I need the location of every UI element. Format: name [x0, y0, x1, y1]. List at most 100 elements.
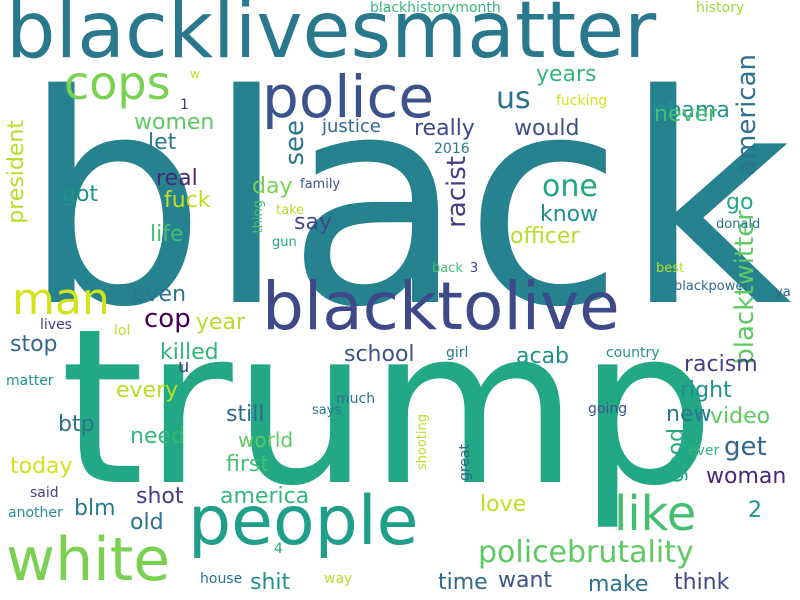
word-like: like — [614, 486, 697, 542]
word-one: one — [542, 169, 598, 204]
word-killed: killed — [160, 340, 219, 365]
word-years: years — [536, 62, 597, 87]
word-going: going — [588, 401, 628, 417]
word-man: man — [12, 274, 110, 325]
word-shot: shot — [136, 484, 184, 509]
word-first: first — [226, 452, 269, 477]
word-people: people — [188, 482, 419, 561]
word-trump: trump — [60, 282, 715, 533]
word-blm: blm — [74, 496, 116, 521]
word-3: 3 — [470, 261, 479, 276]
word-btp: btp — [58, 412, 95, 437]
word-old: old — [130, 510, 164, 535]
word-cop: cop — [144, 304, 191, 334]
word-shooting: shooting — [415, 414, 430, 471]
word-see: see — [280, 120, 310, 166]
word-got: got — [62, 182, 99, 207]
word-black: black — [22, 34, 792, 371]
word-lol: lol — [114, 323, 131, 339]
word-take: take — [276, 203, 305, 218]
word-shit: shit — [250, 570, 291, 595]
word-history: history — [696, 0, 745, 16]
word-acab: acab — [516, 344, 570, 369]
word-gun: gun — [272, 235, 297, 250]
word-policebrutality: policebrutality — [478, 535, 694, 570]
word-house: house — [200, 571, 243, 587]
word-video: video — [710, 404, 771, 429]
word-ever: ever — [688, 443, 720, 459]
word-lives: lives — [40, 317, 72, 333]
word-today: today — [10, 454, 73, 479]
word-said: said — [30, 485, 59, 501]
word-obama: obama — [654, 98, 730, 123]
word-cops: cops — [64, 56, 171, 110]
word-real: real — [156, 166, 198, 191]
word-blacklivesmatter: blacklivesmatter — [6, 0, 657, 76]
word-1: 1 — [180, 97, 189, 113]
word-great: great — [457, 444, 473, 482]
word-thing: thing — [251, 200, 266, 234]
word-racism: racism — [684, 352, 758, 377]
word-really: really — [414, 116, 475, 141]
word-american: american — [732, 54, 762, 176]
word-president: president — [4, 120, 29, 224]
word-woman: woman — [706, 464, 787, 489]
word-make: make — [588, 572, 649, 597]
word-u: u — [178, 356, 190, 377]
word-blacktolive: blacktolive — [262, 268, 620, 345]
word-school: school — [344, 342, 415, 367]
word-us: us — [496, 81, 531, 116]
word-4: 4 — [274, 541, 283, 557]
word-way: way — [324, 571, 353, 587]
word-fuck: fuck — [164, 188, 211, 213]
word-think: think — [674, 570, 730, 595]
word-donald: donald — [716, 217, 761, 232]
word-2: 2 — [748, 498, 762, 523]
word-still: still — [226, 402, 265, 427]
word-stop: stop — [10, 332, 58, 357]
word-racist: racist — [442, 156, 472, 228]
word-even: even — [132, 282, 187, 307]
word-back: back — [432, 261, 463, 276]
word-says: says — [312, 403, 342, 418]
word-country: country — [606, 345, 660, 361]
word-another: another — [8, 505, 63, 521]
word-blackpower: blackpower — [674, 279, 749, 294]
word-girl: girl — [446, 345, 469, 361]
word-know: know — [540, 202, 599, 227]
word-best: best — [656, 261, 685, 276]
word-go: go — [726, 190, 754, 215]
word-good: good — [664, 428, 689, 483]
word-blackhistorymonth: blackhistorymonth — [370, 0, 501, 16]
word-let: let — [148, 130, 177, 155]
word-never: never — [654, 102, 718, 127]
word-new: new — [666, 402, 712, 427]
word-right: right — [680, 378, 732, 403]
word-get: get — [724, 432, 767, 462]
word-fucking: fucking — [556, 93, 608, 109]
word-white: white — [6, 525, 171, 595]
word-want: want — [498, 568, 553, 593]
word-need: need — [130, 424, 185, 449]
word-matter: matter — [6, 373, 54, 389]
word-world: world — [238, 428, 294, 452]
word-ya: ya — [775, 285, 791, 300]
word-day: day — [252, 174, 293, 199]
word-every: every — [116, 378, 179, 403]
word-would: would — [514, 116, 580, 141]
word-w: w — [190, 67, 200, 81]
word-america: america — [220, 484, 310, 509]
word-love: love — [480, 492, 527, 517]
word-time: time — [438, 570, 488, 595]
word-officer: officer — [510, 224, 580, 249]
word-much: much — [336, 391, 376, 407]
word-year: year — [196, 310, 246, 335]
word-justice: justice — [322, 116, 381, 137]
word-life: life — [150, 222, 184, 247]
word-say: say — [294, 210, 332, 235]
word-police: police — [262, 63, 435, 131]
word-family: family — [300, 177, 341, 192]
word-2016: 2016 — [434, 141, 470, 157]
word-women: women — [134, 110, 215, 135]
